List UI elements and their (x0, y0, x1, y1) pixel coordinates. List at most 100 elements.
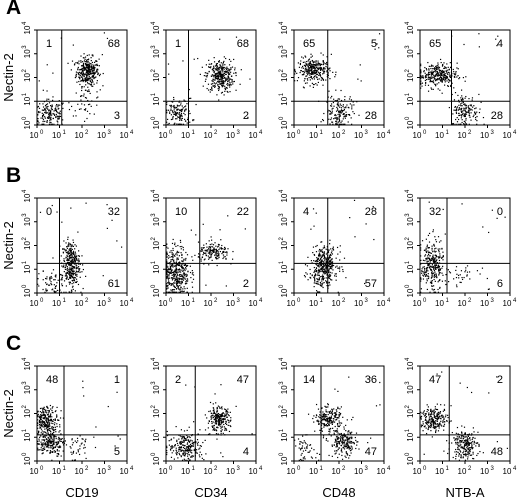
data-point (45, 288, 47, 290)
data-point (455, 284, 458, 286)
data-point (448, 81, 450, 83)
data-point (437, 78, 439, 80)
data-point (50, 108, 52, 110)
data-point (219, 247, 221, 249)
data-point (463, 43, 465, 46)
data-point (46, 450, 48, 452)
data-point (219, 407, 221, 409)
data-point (215, 423, 218, 425)
x-tick-label: 10 (52, 131, 61, 140)
data-point (215, 430, 218, 432)
data-point (459, 114, 461, 117)
data-point (72, 452, 74, 454)
data-point (46, 435, 48, 437)
data-point (48, 424, 51, 426)
data-point (431, 285, 433, 287)
data-point (176, 454, 178, 456)
data-point (178, 438, 180, 440)
data-point (57, 112, 59, 114)
data-point (68, 283, 71, 285)
data-point (42, 115, 44, 117)
data-point (74, 259, 77, 261)
data-point (58, 437, 60, 440)
data-point (37, 114, 39, 116)
data-point (56, 282, 58, 284)
data-point (177, 258, 179, 260)
data-point (336, 104, 339, 106)
data-point (233, 72, 235, 74)
data-point (439, 269, 441, 271)
data-point (353, 104, 355, 106)
data-point (166, 452, 168, 454)
data-point (343, 113, 345, 116)
data-point (217, 68, 219, 70)
data-point (194, 254, 196, 256)
data-point (448, 72, 451, 74)
data-point (184, 454, 186, 456)
data-point (52, 269, 55, 271)
data-point (441, 73, 443, 76)
data-point (78, 108, 81, 110)
data-point (55, 441, 57, 444)
data-point (219, 82, 221, 85)
data-point (328, 256, 331, 258)
data-point (41, 453, 43, 455)
data-point (438, 271, 440, 273)
data-point (215, 258, 218, 260)
data-point (106, 227, 108, 229)
data-point (319, 64, 321, 66)
data-point (324, 257, 327, 259)
x-tick-exponent: 0 (423, 298, 427, 304)
data-point (454, 76, 456, 78)
data-point (86, 117, 88, 120)
y-tick-base: 10 (23, 241, 32, 250)
data-point (313, 271, 315, 273)
data-point (208, 70, 210, 73)
data-point (432, 68, 434, 70)
data-point (423, 249, 426, 251)
data-point (48, 434, 50, 437)
data-point (186, 455, 189, 457)
data-point (441, 247, 443, 250)
data-point (213, 67, 215, 70)
data-point (177, 280, 179, 282)
data-point (454, 74, 457, 76)
data-point (37, 419, 39, 421)
data-point (185, 265, 188, 267)
data-point (186, 442, 189, 444)
data-point (54, 419, 57, 421)
data-point (326, 61, 328, 64)
data-point (428, 68, 430, 70)
data-point (179, 114, 181, 116)
data-point (57, 453, 60, 455)
data-point (461, 105, 463, 107)
data-point (440, 257, 443, 259)
data-point (217, 88, 219, 90)
quadrant-lower-right-value: 57 (365, 278, 377, 290)
data-point (74, 256, 77, 258)
data-point (216, 417, 218, 419)
data-point (75, 76, 77, 78)
data-point (316, 283, 319, 285)
data-point (443, 76, 445, 79)
data-point (47, 413, 50, 415)
data-point (434, 77, 436, 80)
data-point (71, 252, 73, 254)
data-point (453, 99, 456, 101)
data-point (167, 278, 169, 280)
data-point (182, 454, 184, 456)
data-point (335, 89, 337, 91)
data-point (453, 87, 455, 89)
data-point (483, 123, 485, 125)
data-point (68, 259, 70, 262)
data-point (313, 254, 316, 256)
data-point (216, 65, 218, 67)
data-point (180, 115, 182, 117)
data-point (55, 107, 57, 109)
data-point (316, 270, 318, 273)
data-point (181, 459, 184, 461)
data-point (308, 67, 310, 69)
data-point (318, 266, 320, 268)
data-point (170, 291, 172, 293)
